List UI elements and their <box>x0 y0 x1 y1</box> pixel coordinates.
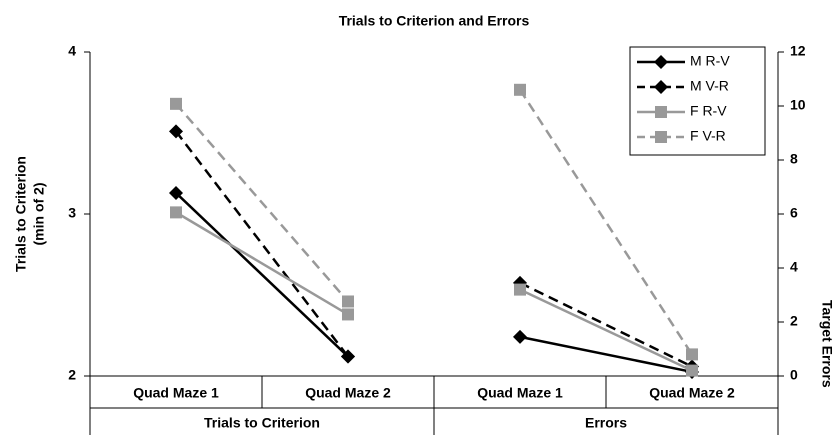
point <box>513 329 527 344</box>
y2-tick-label: 6 <box>790 205 798 221</box>
legend-label: F V-R <box>690 128 726 144</box>
y-axis-label: (min of 2) <box>31 183 47 246</box>
point <box>342 308 354 321</box>
legend-marker <box>655 106 667 118</box>
series-line <box>175 130 349 358</box>
legend-marker <box>654 55 668 69</box>
x-tick-label: Quad Maze 2 <box>305 385 391 401</box>
chart-title: Trials to Criterion and Errors <box>339 13 530 29</box>
group-label: Errors <box>585 415 627 431</box>
y-tick-label: 3 <box>68 205 76 221</box>
legend-label: F R-V <box>690 103 727 119</box>
x-tick-label: Quad Maze 1 <box>477 385 563 401</box>
series-line <box>519 335 693 374</box>
point <box>341 349 355 364</box>
point <box>514 283 526 296</box>
point <box>170 97 182 110</box>
series-line <box>175 103 349 303</box>
point <box>686 364 698 377</box>
y2-tick-label: 8 <box>790 151 798 167</box>
x-tick-label: Quad Maze 1 <box>133 385 219 401</box>
point <box>514 83 526 96</box>
y-tick-label: 2 <box>68 367 76 383</box>
x-tick-label: Quad Maze 2 <box>649 385 735 401</box>
legend-label: M R-V <box>690 53 730 69</box>
series-line <box>175 211 349 316</box>
y2-tick-label: 10 <box>790 97 806 113</box>
y2-tick-label: 4 <box>790 259 798 275</box>
group-label: Trials to Criterion <box>204 415 320 431</box>
series-line <box>175 192 349 358</box>
y2-tick-label: 0 <box>790 367 798 383</box>
y2-tick-label: 12 <box>790 43 806 59</box>
point <box>169 185 183 200</box>
legend-marker <box>654 80 668 94</box>
y-axis-label: Trials to Criterion <box>13 156 29 272</box>
point <box>169 124 183 139</box>
y2-axis-label: Target Errors <box>819 300 832 388</box>
legend-marker <box>655 131 667 143</box>
legend-label: M V-R <box>690 78 729 94</box>
y-tick-label: 4 <box>68 43 76 59</box>
point <box>686 348 698 361</box>
point <box>170 206 182 219</box>
series-line <box>519 288 693 372</box>
y2-tick-label: 2 <box>790 313 798 329</box>
point <box>342 295 354 308</box>
series-line <box>518 89 694 356</box>
